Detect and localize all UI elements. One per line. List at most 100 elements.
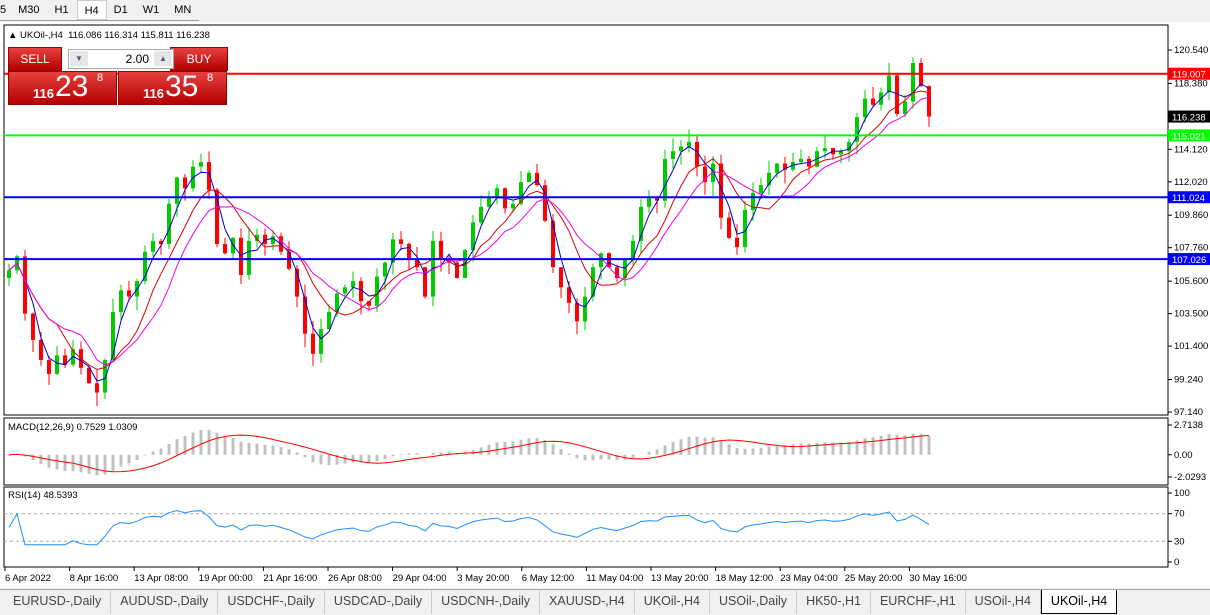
chart-tab[interactable]: USOil-,H4: [966, 590, 1041, 614]
macd-histogram-bar: [111, 454, 115, 471]
timeframe-W1[interactable]: W1: [142, 4, 160, 16]
candle-body: [639, 206, 643, 241]
candle-body: [263, 234, 267, 244]
candle-body: [735, 237, 739, 248]
candle-body: [567, 287, 571, 303]
chart-canvas[interactable]: 120.540 118.380 114.120 112.020 109.860 107.7…: [0, 22, 1210, 588]
macd-histogram-bar: [7, 454, 11, 456]
chart-tab[interactable]: USOil-,Daily: [710, 590, 798, 614]
macd-label: MACD(12,26,9) 0.7529 1.0309: [8, 422, 138, 433]
time-axis-label: 11 May 04:00: [586, 573, 643, 584]
timeframe-MN[interactable]: MN: [174, 4, 192, 16]
chart-tab[interactable]: AUDUSD-,Daily: [111, 590, 219, 614]
price-axis-label: 97.140: [1174, 407, 1203, 418]
candle-body: [583, 296, 587, 322]
candle-body: [663, 158, 667, 201]
timeframe-M30[interactable]: M30: [18, 4, 40, 16]
chart-window[interactable]: 120.540 118.380 114.120 112.020 109.860 107.7…: [0, 22, 1210, 588]
macd-histogram-bar: [551, 444, 555, 455]
timeframe-H1[interactable]: H1: [54, 4, 69, 16]
buy-price-button[interactable]: 116 35 8: [118, 70, 227, 105]
macd-histogram-bar: [79, 454, 83, 473]
macd-histogram-bar: [135, 454, 139, 460]
candle-body: [343, 287, 347, 294]
timeframe-D1[interactable]: D1: [113, 4, 128, 16]
macd-histogram-bar: [519, 439, 523, 455]
candle-body: [927, 86, 931, 117]
macd-histogram-bar: [663, 445, 667, 455]
chart-tab[interactable]: USDCNH-,Daily: [432, 590, 541, 614]
sell-price-button[interactable]: 116 23 8: [8, 70, 117, 105]
chart-tab[interactable]: HK50-,H1: [797, 590, 871, 614]
macd-histogram-bar: [95, 454, 99, 476]
chart-tab[interactable]: EURUSD-,Daily: [4, 590, 112, 614]
macd-histogram-bar: [535, 437, 539, 455]
time-axis-label: 19 Apr 00:00: [199, 573, 253, 584]
candle-body: [167, 203, 171, 244]
timeframe-H4[interactable]: H4: [76, 0, 107, 20]
candle-body: [911, 62, 915, 102]
macd-histogram-bar: [583, 454, 587, 461]
macd-histogram-bar: [527, 438, 531, 455]
macd-histogram-bar: [487, 444, 491, 455]
candle-body: [247, 240, 251, 275]
macd-histogram-bar: [55, 454, 59, 470]
macd-histogram-bar: [143, 454, 147, 456]
macd-histogram-bar: [751, 448, 755, 455]
macd-histogram-bar: [207, 429, 211, 455]
candle-body: [151, 240, 155, 252]
candle-body: [519, 182, 523, 204]
sell-button[interactable]: SELL: [8, 47, 62, 71]
main-panel-border: [3, 24, 1169, 416]
price-line-label: 111.024: [1172, 193, 1205, 204]
rsi-line: [8, 509, 930, 546]
chart-tab[interactable]: USDCAD-,Daily: [325, 590, 433, 614]
chart-tab[interactable]: XAUUSD-,H4: [540, 590, 635, 614]
candle-body: [487, 197, 491, 207]
price-axis-label: 109.860: [1174, 210, 1208, 221]
chart-tab[interactable]: UKOil-,H4: [635, 590, 710, 614]
macd-histogram-bar: [327, 454, 331, 466]
candle-body: [855, 117, 859, 142]
current-price-bg: [1168, 110, 1210, 123]
candle-body: [647, 197, 651, 207]
macd-histogram-bar: [671, 442, 675, 455]
lot-decrease-button[interactable]: ▼: [70, 51, 88, 66]
timeframe-5[interactable]: 5: [0, 4, 7, 16]
price-line-label-bg: [1168, 191, 1210, 204]
candle-body: [239, 237, 243, 275]
macd-histogram-bar: [815, 442, 819, 455]
chart-tab[interactable]: USDCHF-,Daily: [218, 590, 325, 614]
chart-tab[interactable]: UKOil-,H4: [1040, 590, 1118, 614]
candle-body: [7, 270, 11, 279]
macd-histogram-bar: [335, 454, 339, 465]
macd-histogram-bar: [647, 451, 651, 455]
macd-histogram-bar: [575, 454, 579, 459]
sell-price-main: 23: [55, 70, 89, 103]
macd-histogram-bar: [359, 454, 363, 463]
chart-tab[interactable]: EURCHF-,H1: [871, 590, 966, 614]
macd-histogram-bar: [415, 453, 419, 455]
candle-body: [55, 355, 59, 374]
time-axis-label: 23 May 04:00: [780, 573, 838, 584]
candle-body: [303, 296, 307, 334]
macd-histogram-bar: [871, 437, 875, 455]
macd-histogram-bar: [167, 444, 171, 455]
macd-histogram-bar: [103, 454, 107, 475]
candle-body: [23, 256, 27, 314]
macd-histogram-bar: [199, 429, 203, 455]
macd-histogram-bar: [743, 448, 747, 455]
candle-body: [791, 162, 795, 170]
macd-histogram-bar: [831, 442, 835, 455]
candle-body: [295, 268, 299, 297]
macd-axis-label: 0.00: [1174, 450, 1193, 461]
buy-button[interactable]: BUY: [170, 47, 228, 71]
macd-histogram-bar: [783, 445, 787, 455]
lot-increase-button[interactable]: ▲: [154, 51, 172, 66]
candle-body: [655, 197, 659, 201]
candle-body: [743, 209, 747, 248]
macd-histogram-bar: [311, 454, 315, 463]
lot-size-input[interactable]: ▼ 2.00 ▲: [68, 49, 174, 69]
macd-histogram-bar: [687, 436, 691, 455]
time-axis-label: 6 Apr 2022: [5, 573, 51, 584]
